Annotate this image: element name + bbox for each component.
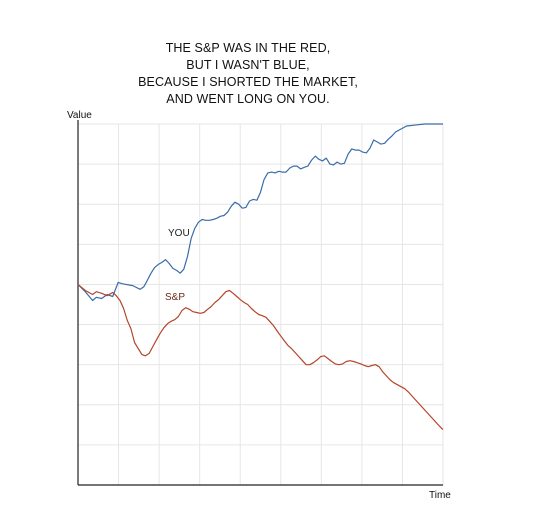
title-line: AND WENT LONG ON YOU. [166, 92, 330, 106]
title-line: THE S&P WAS IN THE RED, [165, 41, 331, 55]
series-lines [77, 123, 444, 431]
title-line: BECAUSE I SHORTED THE MARKET, [138, 75, 358, 89]
chart-title: THE S&P WAS IN THE RED, BUT I WASN'T BLU… [118, 40, 378, 108]
series-label-sp: S&P [165, 292, 185, 303]
series-label-you: YOU [168, 228, 190, 239]
y-axis-label: Value [67, 110, 92, 121]
title-line: BUT I WASN'T BLUE, [186, 58, 310, 72]
series-line-you [77, 123, 443, 302]
grid [78, 123, 444, 485]
axes [77, 120, 443, 486]
series-line-sp [77, 283, 444, 431]
x-axis-label: Time [429, 490, 451, 501]
